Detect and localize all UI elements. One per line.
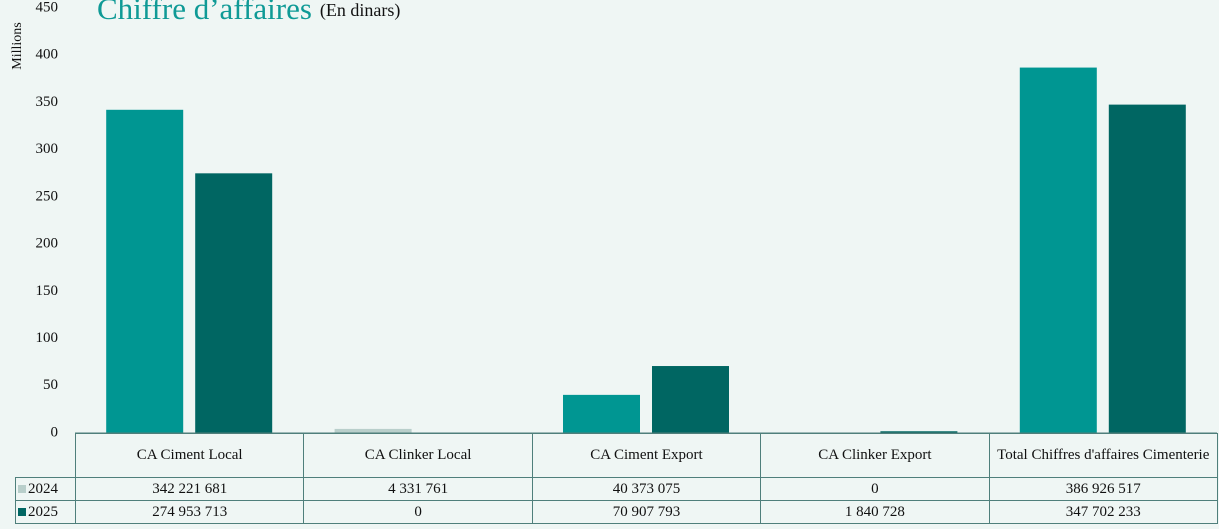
corner — [16, 434, 76, 478]
bar — [106, 109, 184, 433]
y-tick-label: 50 — [43, 377, 58, 393]
category-label: CA Ciment Export — [531, 433, 762, 478]
header-row: CA Ciment Local CA Clinker Local CA Ciment… — [16, 433, 1218, 478]
bar — [195, 173, 273, 434]
category-label: CA Ciment Local — [74, 433, 305, 478]
category-label: CA Clinker Local — [303, 433, 533, 478]
y-tick-label: 350 — [36, 94, 59, 110]
legend-entry: 2025 — [15, 500, 76, 524]
y-tick-label: 300 — [36, 141, 59, 157]
legend-entry: 2024 — [15, 477, 76, 501]
value-label: 347 702 233 — [988, 500, 1218, 524]
value-label: 274 953 713 — [74, 500, 305, 524]
y-tick-label: 0 — [51, 424, 59, 440]
data-table: CA Ciment Local CA Clinker Local CA Ciment… — [15, 433, 1218, 524]
y-tick-label: 100 — [36, 330, 59, 346]
data-row: 2024 342 221 681 4 331 761 40 373 075 0 386 9… — [15, 477, 1218, 501]
category-label: CA Clinker Export — [760, 433, 990, 478]
legend-swatch — [18, 507, 26, 516]
bar — [563, 394, 640, 433]
y-tick-label: 200 — [36, 236, 59, 252]
bar — [1019, 67, 1097, 433]
subtitle: (En dinars) — [320, 0, 400, 21]
chart-title: Chiffre d’affaires (En dinars) — [97, 0, 400, 26]
legend-label: 2025 — [28, 503, 58, 520]
value-label: 1 840 728 — [760, 500, 990, 524]
y-tick-label: 250 — [36, 188, 59, 204]
bar — [1108, 104, 1186, 433]
legend-swatch — [18, 484, 26, 493]
y-axis-label: Millions — [10, 22, 25, 69]
value-label: 342 221 681 — [74, 477, 305, 501]
bar — [652, 366, 729, 433]
value-label: 0 — [303, 500, 533, 524]
data-row: 2025 274 953 713 0 70 907 793 1 840 728 347 7… — [15, 500, 1218, 524]
y-tick-label: 400 — [36, 47, 59, 63]
y-tick-label: 450 — [36, 0, 59, 15]
title: Chiffre d’affaires — [97, 0, 312, 26]
bar — [334, 428, 412, 433]
value-label: 0 — [760, 477, 990, 501]
value-label: 386 926 517 — [988, 477, 1218, 501]
value-label: 70 907 793 — [531, 500, 762, 524]
category-label: Total Chiffres d'affaires Cimenterie — [988, 433, 1218, 478]
legend-label: 2024 — [28, 480, 58, 497]
bar — [880, 431, 958, 433]
value-label: 40 373 075 — [531, 477, 762, 501]
value-label: 4 331 761 — [303, 477, 533, 501]
y-tick-label: 150 — [36, 283, 59, 299]
